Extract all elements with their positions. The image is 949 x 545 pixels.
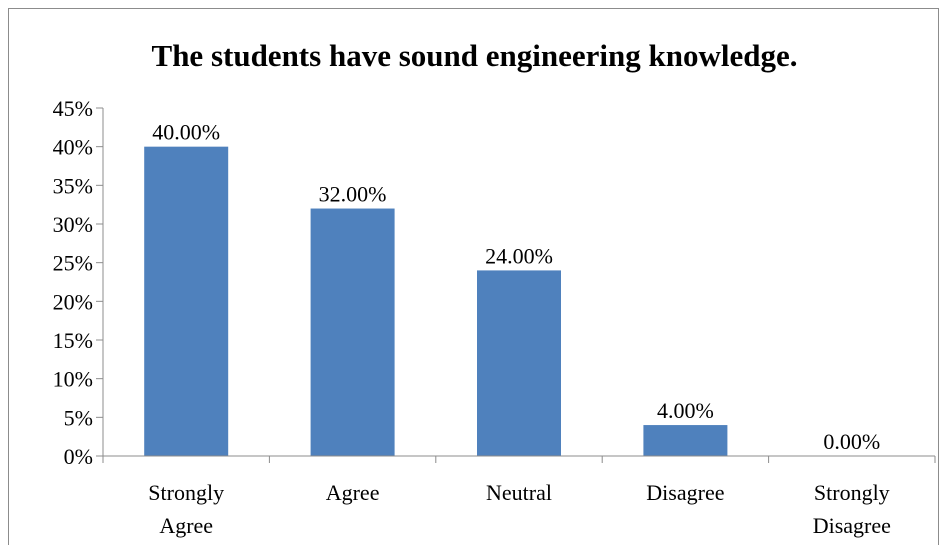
y-tick-label: 30% [53,212,93,237]
data-label: 40.00% [152,120,220,145]
y-tick-label: 0% [64,444,93,469]
data-label: 24.00% [485,243,553,268]
y-tick-label: 20% [53,289,93,314]
x-tick-label: Strongly Disagree [813,480,891,538]
bar [477,270,561,456]
x-tick-label: Neutral [486,480,552,505]
x-tick-label: Agree [326,480,380,505]
data-label: 4.00% [657,398,714,423]
y-tick-label: 45% [53,96,93,121]
chart-title: The students have sound engineering know… [151,38,798,73]
bar [310,208,395,456]
y-tick-label: 25% [53,251,93,276]
y-tick-label: 15% [53,328,93,353]
x-tick-label: Strongly Agree [148,480,224,538]
data-label: 0.00% [823,429,880,454]
y-tick-label: 40% [53,135,93,160]
x-tick-label: Disagree [646,480,724,505]
y-tick-label: 10% [53,367,93,392]
chart-frame [8,8,939,545]
data-label: 32.00% [319,182,387,207]
y-tick-label: 35% [53,173,93,198]
bar [144,146,229,456]
y-tick-label: 5% [64,405,93,430]
bar [643,425,728,456]
